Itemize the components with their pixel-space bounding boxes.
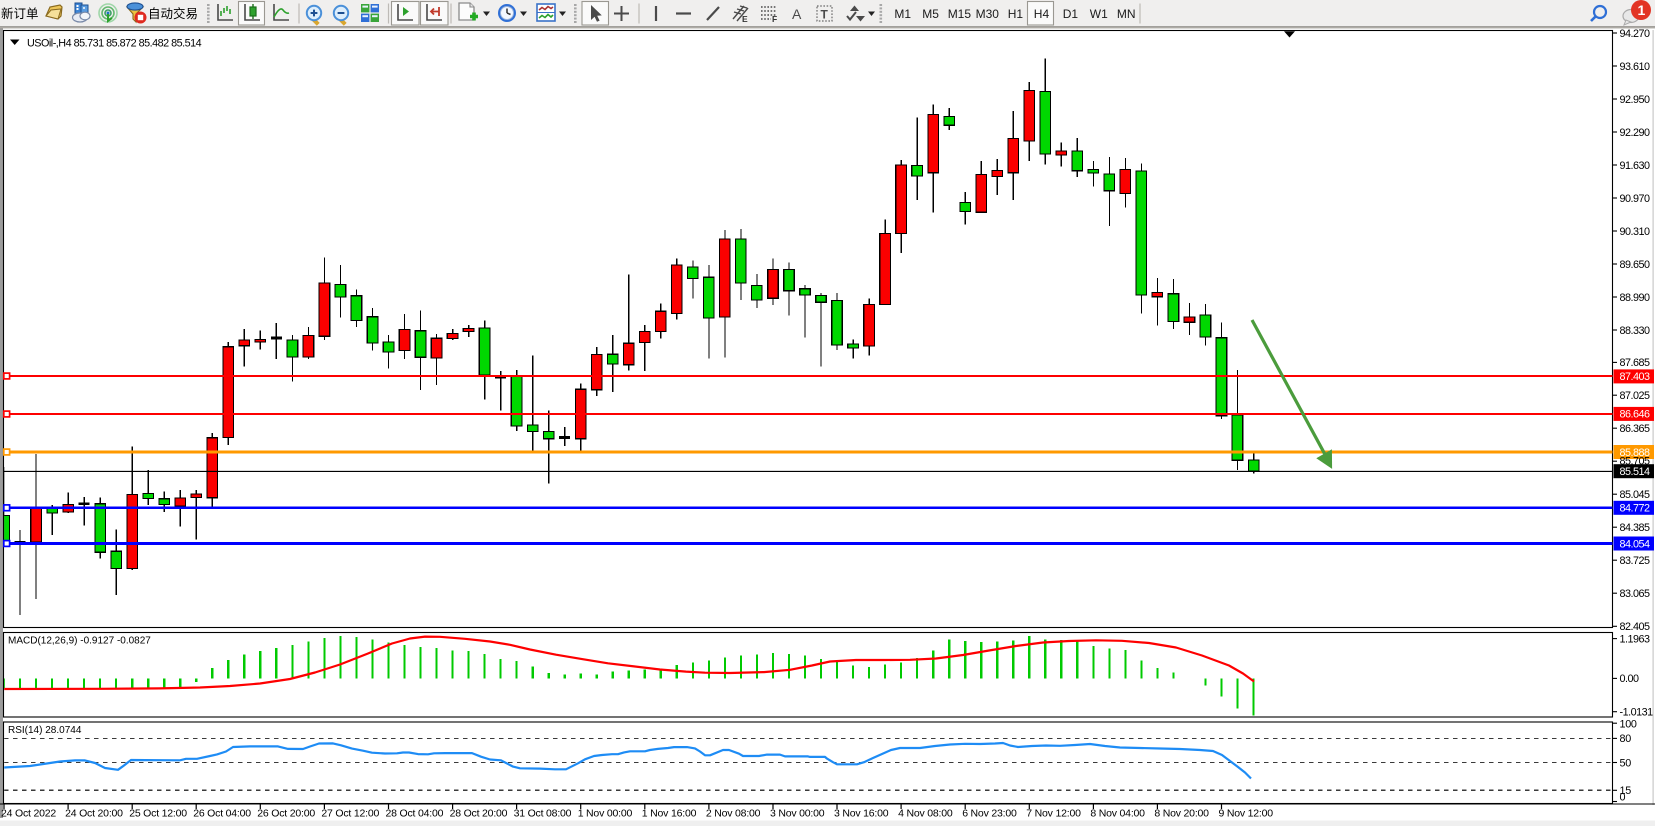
svg-text:15: 15 [1620, 785, 1632, 797]
svg-text:3 Nov 00:00: 3 Nov 00:00 [770, 808, 825, 820]
svg-text:26 Oct 04:00: 26 Oct 04:00 [193, 808, 251, 820]
svg-text:90.970: 90.970 [1620, 193, 1651, 205]
svg-text:RSI(14) 28.0744: RSI(14) 28.0744 [8, 725, 82, 736]
svg-text:87.685: 87.685 [1620, 357, 1651, 369]
svg-text:8 Nov 04:00: 8 Nov 04:00 [1090, 808, 1145, 820]
svg-text:88.330: 88.330 [1620, 325, 1651, 337]
svg-text:USOil-,H4 85.731 85.872 85.48: USOil-,H4 85.731 85.872 85.482 85.514 [27, 38, 202, 50]
svg-text:7 Nov 12:00: 7 Nov 12:00 [1026, 808, 1081, 820]
svg-text:86.365: 86.365 [1620, 423, 1651, 435]
svg-text:MACD(12,26,9) -0.9127 -0.0827: MACD(12,26,9) -0.9127 -0.0827 [8, 636, 151, 647]
svg-text:1 Nov 16:00: 1 Nov 16:00 [642, 808, 697, 820]
svg-text:新订单: 新订单 [1, 6, 39, 21]
svg-text:26 Oct 20:00: 26 Oct 20:00 [257, 808, 315, 820]
svg-text:86.646: 86.646 [1620, 409, 1651, 421]
svg-text:85.705: 85.705 [1620, 456, 1651, 468]
svg-text:85.514: 85.514 [1620, 466, 1651, 478]
svg-text:84.772: 84.772 [1620, 503, 1651, 515]
svg-text:M15: M15 [948, 7, 972, 21]
svg-text:1.1963: 1.1963 [1620, 633, 1651, 645]
svg-text:T: T [821, 8, 829, 22]
svg-text:90.310: 90.310 [1620, 226, 1651, 238]
svg-text:31 Oct 08:00: 31 Oct 08:00 [514, 808, 572, 820]
svg-text:28 Oct 04:00: 28 Oct 04:00 [386, 808, 444, 820]
svg-text:84.385: 84.385 [1620, 522, 1651, 534]
svg-text:3 Nov 16:00: 3 Nov 16:00 [834, 808, 889, 820]
svg-text:-1.0131: -1.0131 [1620, 707, 1654, 719]
svg-text:24 Oct 2022: 24 Oct 2022 [1, 808, 56, 820]
svg-text:92.290: 92.290 [1620, 127, 1651, 139]
svg-text:0: 0 [1620, 791, 1626, 803]
svg-text:91.630: 91.630 [1620, 160, 1651, 172]
svg-text:H4: H4 [1034, 7, 1050, 21]
svg-text:M5: M5 [922, 7, 939, 21]
svg-text:28 Oct 20:00: 28 Oct 20:00 [450, 808, 508, 820]
svg-text:89.650: 89.650 [1620, 259, 1651, 271]
svg-text:87.025: 87.025 [1620, 390, 1651, 402]
svg-text:94.270: 94.270 [1620, 28, 1651, 40]
svg-text:87.403: 87.403 [1620, 371, 1651, 383]
svg-text:M1: M1 [894, 7, 911, 21]
svg-text:E: E [742, 14, 748, 24]
svg-text:82.405: 82.405 [1620, 621, 1651, 633]
svg-text:83.065: 83.065 [1620, 588, 1651, 600]
svg-text:MN: MN [1117, 7, 1136, 21]
svg-text:80: 80 [1620, 733, 1632, 745]
svg-text:D1: D1 [1063, 7, 1079, 21]
svg-text:H1: H1 [1008, 7, 1024, 21]
svg-text:92.950: 92.950 [1620, 94, 1651, 106]
svg-text:27 Oct 12:00: 27 Oct 12:00 [321, 808, 379, 820]
svg-text:9 Nov 12:00: 9 Nov 12:00 [1219, 808, 1274, 820]
svg-text:W1: W1 [1090, 7, 1108, 21]
svg-text:F: F [772, 14, 777, 24]
svg-text:6 Nov 23:00: 6 Nov 23:00 [962, 808, 1017, 820]
svg-text:4 Nov 08:00: 4 Nov 08:00 [898, 808, 953, 820]
svg-text:85.045: 85.045 [1620, 489, 1651, 501]
svg-text:A: A [792, 6, 802, 22]
svg-text:50: 50 [1620, 757, 1632, 769]
svg-text:83.725: 83.725 [1620, 555, 1651, 567]
svg-text:24 Oct 20:00: 24 Oct 20:00 [65, 808, 123, 820]
svg-text:100: 100 [1620, 718, 1637, 730]
svg-text:自动交易: 自动交易 [148, 6, 198, 21]
svg-text:0.00: 0.00 [1620, 673, 1640, 685]
svg-text:2 Nov 08:00: 2 Nov 08:00 [706, 808, 761, 820]
svg-text:85.888: 85.888 [1620, 447, 1651, 459]
svg-text:93.610: 93.610 [1620, 61, 1651, 73]
svg-text:M30: M30 [976, 7, 1000, 21]
svg-text:84.054: 84.054 [1620, 538, 1651, 550]
svg-text:25 Oct 12:00: 25 Oct 12:00 [129, 808, 187, 820]
svg-text:8 Nov 20:00: 8 Nov 20:00 [1154, 808, 1209, 820]
svg-text:1 Nov 00:00: 1 Nov 00:00 [578, 808, 633, 820]
svg-text:88.990: 88.990 [1620, 292, 1651, 304]
svg-text:1: 1 [1638, 2, 1646, 18]
